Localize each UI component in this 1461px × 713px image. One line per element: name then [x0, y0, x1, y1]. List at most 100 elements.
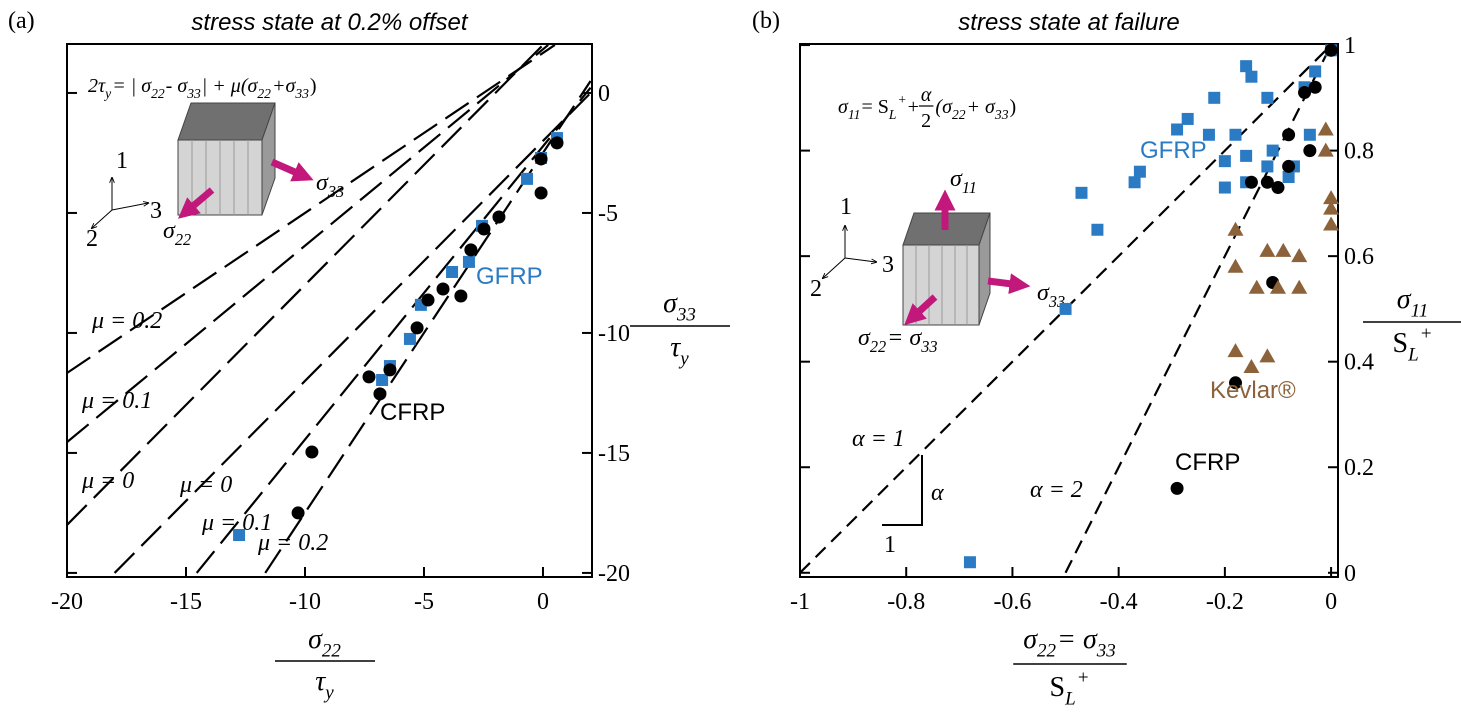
data-point	[1208, 92, 1220, 104]
y-tick-label: 0.4	[1344, 350, 1374, 376]
text-segment: | + μ(σ	[202, 75, 259, 97]
text-segment: 1	[840, 194, 852, 220]
data-point	[964, 556, 976, 568]
annotation: μ = 0.1	[81, 388, 152, 414]
data-point	[1298, 86, 1311, 99]
data-point	[1261, 160, 1273, 172]
text-segment: α = 2	[1030, 477, 1083, 503]
data-point	[1129, 176, 1141, 188]
text-segment: μ = 0.1	[81, 388, 152, 414]
data-point	[1259, 348, 1275, 362]
data-point	[477, 223, 490, 236]
text-segment: = σ	[887, 325, 922, 351]
text-segment: )	[1009, 96, 1016, 118]
data-point	[464, 243, 477, 256]
text-segment: 33	[994, 107, 1009, 122]
data-point	[1325, 44, 1338, 57]
text-segment: )	[310, 75, 317, 97]
annotation: 2	[810, 276, 822, 302]
axis-label-numerator: σ22 = σ33	[1023, 624, 1116, 661]
text-segment: L	[1407, 344, 1419, 365]
data-point	[1227, 343, 1243, 357]
text-segment: 2τ	[88, 75, 106, 97]
text-segment: + σ	[967, 96, 996, 118]
data-point	[233, 529, 245, 541]
annotation: 2τy = | σ22 - σ33| + μ(σ22+σ33)	[88, 75, 317, 101]
data-point	[404, 333, 416, 345]
data-point	[535, 152, 548, 165]
text-segment: 3	[150, 198, 162, 224]
data-point	[1291, 248, 1307, 262]
series-label: GFRP	[476, 263, 543, 290]
annotation: 2	[86, 226, 98, 252]
data-point	[1245, 71, 1257, 83]
data-point	[1134, 166, 1146, 178]
text-segment: +	[1077, 667, 1090, 688]
text-segment: S	[1392, 328, 1408, 359]
annotation: σ11 = SL+ + α2(σ22 + σ33)	[838, 84, 1016, 132]
text-segment: σ	[1397, 284, 1412, 315]
y-tick-label: -5	[598, 201, 618, 227]
data-point	[1291, 280, 1307, 294]
x-tick-label: -10	[289, 589, 321, 615]
text-segment: = σ	[1057, 624, 1098, 655]
annotation: 1	[884, 532, 896, 558]
text-segment: μ = 0.2	[91, 308, 162, 334]
text-segment: S	[1049, 672, 1065, 703]
model-line	[67, 45, 543, 525]
data-point	[551, 136, 564, 149]
text-segment: = S	[861, 96, 888, 118]
data-point	[1240, 150, 1252, 162]
chart-title: stress state at 0.2% offset	[191, 9, 468, 36]
text-segment: 33	[186, 86, 201, 101]
text-segment: +	[1420, 323, 1433, 344]
text-segment: (σ	[935, 96, 953, 118]
text-segment: σ	[308, 624, 323, 655]
fraction-denominator: 2	[921, 110, 931, 132]
text-segment: 33	[676, 304, 696, 325]
text-segment: +	[908, 96, 919, 118]
figure: (a)stress state at 0.2% offset-20-15-10-…	[0, 0, 1461, 713]
data-point	[492, 211, 505, 224]
text-segment: μ = 0	[179, 472, 232, 498]
data-point	[1245, 176, 1258, 189]
text-segment: y	[323, 682, 334, 703]
annotation: μ = 0.2	[257, 530, 328, 556]
text-segment: 11	[1411, 300, 1429, 321]
x-tick-label: -0.2	[1206, 589, 1244, 615]
text-segment: 11	[848, 107, 861, 122]
data-point	[1171, 123, 1183, 135]
text-segment: 3	[882, 252, 894, 278]
axis-label-numerator: σ11	[1397, 284, 1428, 321]
data-point	[521, 173, 533, 185]
text-segment: 22	[952, 107, 966, 122]
text-segment: 22	[257, 86, 271, 101]
y-tick-label: 0	[1344, 561, 1356, 587]
annotation: σ33	[316, 170, 344, 201]
text-segment: 2	[86, 226, 98, 252]
data-point	[1318, 121, 1334, 135]
annotation: 3	[882, 252, 894, 278]
text-segment: μ = 0	[81, 468, 134, 494]
model-line	[67, 45, 548, 442]
y-tick-label: 1	[1344, 33, 1356, 59]
series-label: CFRP	[1175, 449, 1240, 476]
data-point	[535, 187, 548, 200]
x-tick-label: -20	[51, 589, 83, 615]
text-segment: 11	[962, 178, 977, 197]
x-tick-label: 0	[1325, 589, 1337, 615]
y-tick-label: 0.2	[1344, 455, 1374, 481]
text-segment: 22	[322, 640, 342, 661]
text-segment: 2	[810, 276, 822, 302]
y-tick-label: -15	[598, 441, 630, 467]
chart-title: stress state at failure	[958, 9, 1179, 36]
annotation: μ = 0	[179, 472, 232, 498]
text-segment: σ	[1023, 624, 1038, 655]
data-point	[1323, 216, 1339, 230]
data-point	[1259, 243, 1275, 257]
